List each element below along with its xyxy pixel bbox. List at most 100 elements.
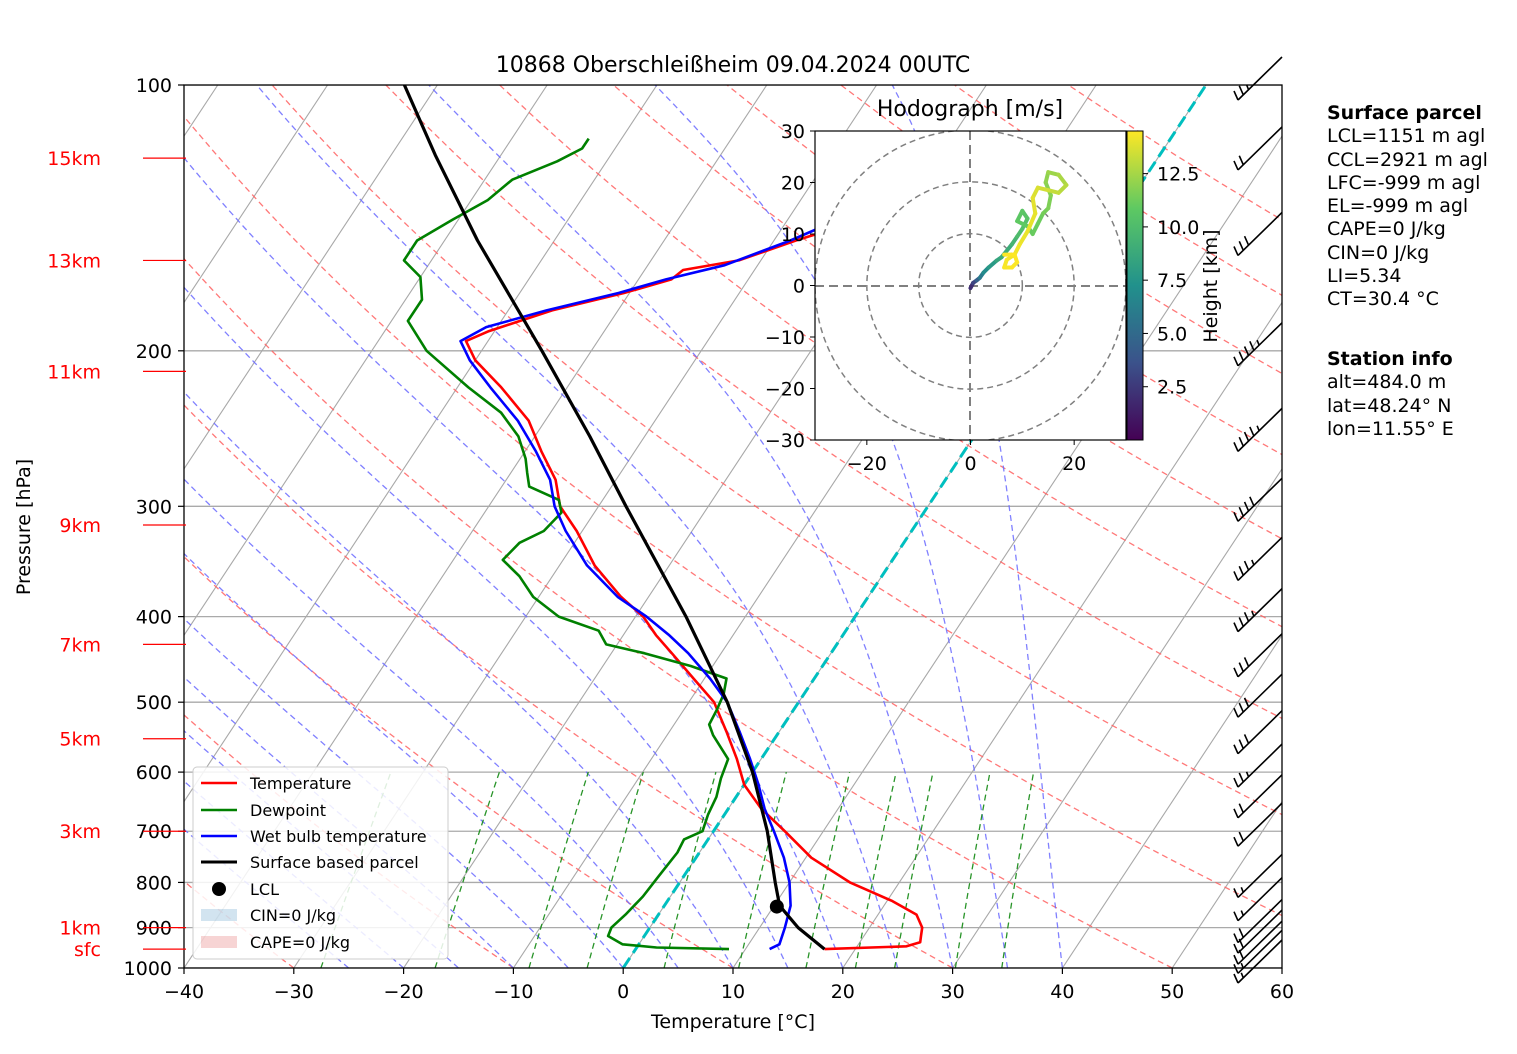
- barb-flag: [1238, 351, 1245, 361]
- y-tick-label: 400: [136, 607, 172, 629]
- legend-temperature: Temperature: [249, 774, 351, 793]
- height-label: sfc: [74, 939, 101, 961]
- barb-shaft: [1237, 899, 1283, 944]
- hodograph-segment: [1017, 229, 1030, 247]
- mixing-ratio-line: [586, 771, 644, 968]
- zero-isotherm-line: [621, 85, 1208, 968]
- barb-half-flag: [1251, 559, 1255, 566]
- barb-flag: [1238, 831, 1245, 842]
- mixing-ratio-line: [434, 771, 501, 968]
- hodograph-x-tick-label: 0: [964, 453, 976, 475]
- barb-flag: [1233, 90, 1239, 101]
- barb-flag: [1243, 235, 1250, 246]
- station-info-panel: Station info alt=484.0 m lat=48.24° N lo…: [1327, 348, 1454, 441]
- barb-half-flag: [1240, 972, 1245, 979]
- y-tick-label: 300: [136, 496, 172, 518]
- pressure-axis: 100 200 300 400 500 600 700 800 900 1000: [124, 75, 184, 980]
- barb-flag: [1233, 836, 1239, 847]
- mixing-ratio-line: [893, 771, 934, 968]
- moist-adiabat-line: [428, 85, 954, 968]
- barb-flag: [1233, 888, 1239, 898]
- dry-adiabat-line: [184, 404, 953, 968]
- y-tick-label: 500: [136, 692, 172, 714]
- dry-adiabat-line: [726, 85, 1282, 456]
- surface-parcel-line: EL=-999 m agl: [1327, 195, 1469, 218]
- wet-bulb-temperature-curve: [459, 137, 930, 951]
- moist-adiabats: [184, 85, 1064, 968]
- barb-flag: [1233, 442, 1239, 452]
- barb-flag: [1249, 341, 1255, 351]
- isotherm-line: [184, 85, 658, 803]
- x-tick-label: −30: [274, 981, 314, 1003]
- x-tick-label: 30: [941, 981, 965, 1003]
- barb-flag: [1233, 571, 1239, 581]
- x-tick-label: 60: [1270, 981, 1294, 1003]
- barb-half-flag: [1256, 425, 1260, 432]
- barb-flag: [1238, 155, 1245, 166]
- wind-barb: [1233, 899, 1283, 944]
- chart-title: 10868 Oberschleißheim 09.04.2024 00UTC: [496, 53, 971, 78]
- surface-parcel-line: LCL=1151 m agl: [1327, 125, 1486, 148]
- hodograph-y-tick-label: −30: [765, 430, 805, 452]
- dry-adiabat-line: [184, 115, 1282, 917]
- barb-flag: [1233, 667, 1239, 678]
- isotherm-line: [184, 85, 438, 470]
- barb-flag: [1243, 346, 1250, 356]
- height-label: 13km: [47, 250, 101, 272]
- isotherm-line: [1171, 800, 1282, 968]
- hodograph-segment: [1025, 211, 1038, 234]
- legend-parcel: Surface based parcel: [250, 853, 419, 872]
- barb-flag: [1233, 511, 1239, 522]
- barb-flag: [1238, 928, 1245, 938]
- barb-shaft: [1237, 56, 1283, 101]
- barb-flag: [1249, 426, 1255, 437]
- barb-flag: [1238, 702, 1245, 713]
- x-tick-label: 40: [1050, 981, 1074, 1003]
- colorbar-tick-label: 7.5: [1157, 270, 1187, 292]
- colorbar-tick-label: 5.0: [1157, 323, 1187, 345]
- dry-adiabat-line: [184, 257, 1173, 968]
- hodograph-y-tick-label: 20: [781, 173, 805, 195]
- wind-barb: [1233, 477, 1283, 522]
- barb-flag: [1233, 160, 1239, 171]
- barb-shaft: [1237, 710, 1283, 755]
- wind-barb: [1233, 322, 1283, 367]
- legend-lcl-swatch: [212, 882, 226, 896]
- x-tick-label: 10: [721, 981, 745, 1003]
- wind-barb: [1233, 853, 1283, 899]
- hodograph-colorbar: [1126, 130, 1144, 441]
- y-tick-label: 700: [136, 821, 172, 843]
- wind-barb: [1233, 877, 1283, 922]
- barb-shaft: [1237, 673, 1283, 718]
- barb-flag: [1233, 808, 1239, 819]
- height-label: 7km: [59, 634, 101, 656]
- y-tick-label: 1000: [124, 958, 172, 980]
- y-tick-label: 900: [136, 918, 172, 940]
- barb-flag: [1233, 246, 1239, 256]
- wind-barb: [1233, 588, 1283, 633]
- wind-barb: [1233, 407, 1283, 452]
- hodograph-y-tick-label: 10: [781, 224, 805, 246]
- barb-flag: [1238, 565, 1245, 576]
- barb-half-flag: [1256, 339, 1260, 346]
- legend-dewpoint: Dewpoint: [250, 801, 326, 820]
- y-tick-label: 200: [136, 341, 172, 363]
- surface-parcel-panel: Surface parcel LCL=1151 m agl CCL=2921 m…: [1327, 102, 1488, 312]
- barb-flag: [1238, 617, 1245, 627]
- hodograph: Hodograph [m/s] −20 0 20 30 20 10 0 −10 −20 −30 2…: [765, 97, 1222, 475]
- colorbar-tick-label: 2.5: [1157, 377, 1187, 399]
- hodograph-y-tick-label: 30: [781, 121, 805, 143]
- moist-adiabat-line: [256, 85, 899, 968]
- surface-parcel-line: CCL=2921 m agl: [1327, 148, 1488, 171]
- legend-wetbulb: Wet bulb temperature: [250, 827, 427, 846]
- surface-parcel-line: CT=30.4 °C: [1327, 288, 1439, 311]
- height-label: 3km: [59, 821, 101, 843]
- barb-flag: [1238, 772, 1245, 783]
- barb-flag: [1233, 707, 1239, 718]
- moist-adiabat-line: [184, 156, 844, 968]
- colorbar-ticks: 2.5 5.0 7.5 10.0 12.5: [1143, 164, 1199, 399]
- y-tick-label: 800: [136, 872, 172, 894]
- isotherm-line: [1061, 634, 1282, 968]
- barb-shaft: [1237, 802, 1283, 847]
